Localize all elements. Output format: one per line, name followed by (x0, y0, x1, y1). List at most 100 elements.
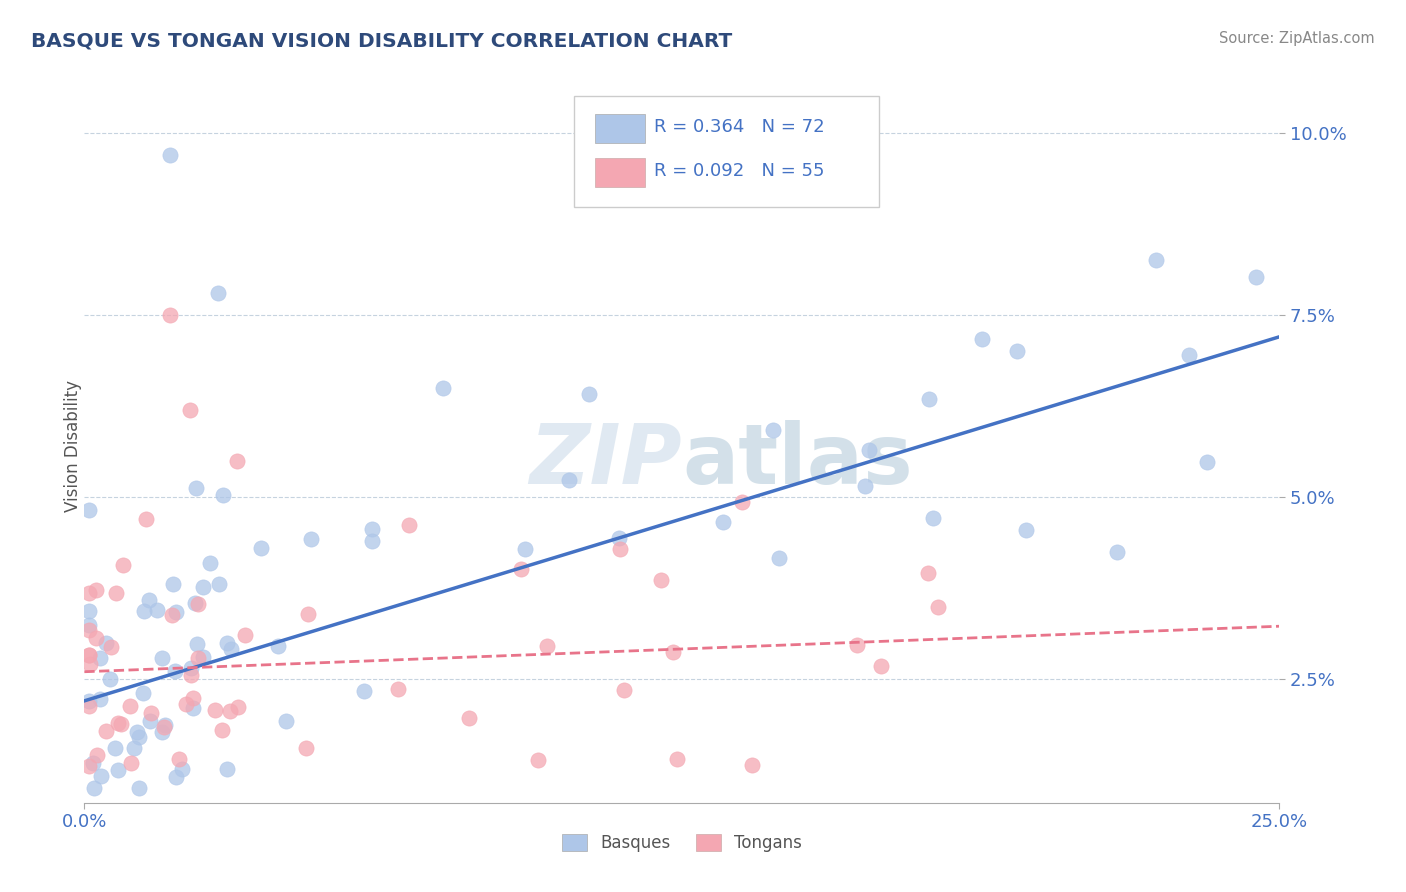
FancyBboxPatch shape (575, 96, 879, 207)
Point (180, 668, 202, 682)
Point (139, 706, 162, 720)
Point (762, 423, 785, 437)
Point (917, 566, 939, 581)
Point (187, 597, 209, 611)
Point (159, 308, 181, 322)
Point (613, 683, 636, 698)
Point (650, 573, 672, 587)
Point (107, 715, 129, 730)
Point (181, 691, 204, 706)
Point (870, 659, 893, 673)
Point (83, 781, 105, 796)
Text: R = 0.092   N = 55: R = 0.092 N = 55 (654, 162, 825, 180)
Point (226, 453, 249, 467)
Point (77, 604, 100, 618)
Point (432, 381, 454, 395)
Point (665, 751, 688, 765)
Point (768, 550, 790, 565)
Point (94, 635, 117, 649)
Point (922, 511, 945, 525)
Point (167, 752, 190, 766)
Point (181, 701, 204, 715)
Point (77, 759, 100, 773)
Point (77, 586, 100, 600)
Legend: Basques, Tongans: Basques, Tongans (555, 827, 808, 859)
Y-axis label: Vision Disability: Vision Disability (65, 380, 82, 512)
Point (98, 672, 121, 686)
Text: BASQUE VS TONGAN VISION DISABILITY CORRELATION CHART: BASQUE VS TONGAN VISION DISABILITY CORRE… (31, 31, 733, 50)
Point (297, 607, 319, 622)
Point (77, 648, 100, 663)
Point (127, 725, 149, 739)
Point (165, 770, 187, 784)
Point (186, 481, 208, 495)
Point (741, 757, 763, 772)
Point (159, 147, 181, 161)
Point (212, 488, 235, 502)
Point (184, 597, 207, 611)
Point (1144, 253, 1167, 268)
Point (361, 534, 384, 549)
Point (152, 651, 174, 665)
Text: R = 0.364   N = 72: R = 0.364 N = 72 (654, 118, 825, 136)
Point (77, 623, 100, 637)
Point (138, 714, 160, 728)
Point (398, 517, 420, 532)
Point (179, 402, 201, 417)
Point (217, 763, 239, 777)
Point (100, 640, 122, 655)
Point (77, 502, 100, 516)
Point (128, 781, 150, 796)
Point (174, 697, 197, 711)
Point (1178, 348, 1201, 362)
Point (138, 592, 160, 607)
Point (160, 607, 183, 622)
Point (609, 532, 631, 546)
Point (128, 730, 150, 744)
Point (186, 637, 208, 651)
Point (89, 650, 111, 665)
Point (1005, 344, 1028, 359)
Point (111, 558, 134, 572)
Point (153, 721, 176, 735)
Point (165, 605, 187, 619)
Point (77, 694, 100, 708)
FancyBboxPatch shape (595, 159, 645, 187)
Point (274, 714, 297, 728)
Point (509, 562, 531, 576)
Point (118, 699, 141, 714)
Point (233, 628, 256, 642)
Point (207, 286, 229, 301)
Point (110, 717, 132, 731)
Text: atlas: atlas (682, 420, 912, 500)
Point (170, 763, 193, 777)
Point (1105, 545, 1128, 559)
Point (711, 515, 734, 529)
Point (162, 576, 184, 591)
Point (193, 649, 215, 664)
Point (250, 541, 273, 555)
Point (191, 580, 214, 594)
Point (155, 718, 177, 732)
Point (150, 725, 173, 739)
Point (79, 657, 101, 672)
Point (299, 532, 322, 546)
Point (120, 756, 142, 770)
Point (609, 541, 631, 556)
Point (970, 332, 993, 346)
Point (132, 604, 155, 618)
Point (217, 635, 239, 649)
Point (104, 586, 127, 600)
Point (77, 618, 100, 632)
Point (295, 741, 318, 756)
Point (84, 582, 107, 597)
Point (731, 495, 754, 509)
Point (180, 661, 202, 675)
Point (1197, 455, 1219, 469)
FancyBboxPatch shape (595, 114, 645, 143)
Point (458, 711, 481, 725)
Point (662, 645, 685, 659)
Point (145, 603, 167, 617)
Point (107, 763, 129, 777)
Point (1244, 270, 1267, 285)
